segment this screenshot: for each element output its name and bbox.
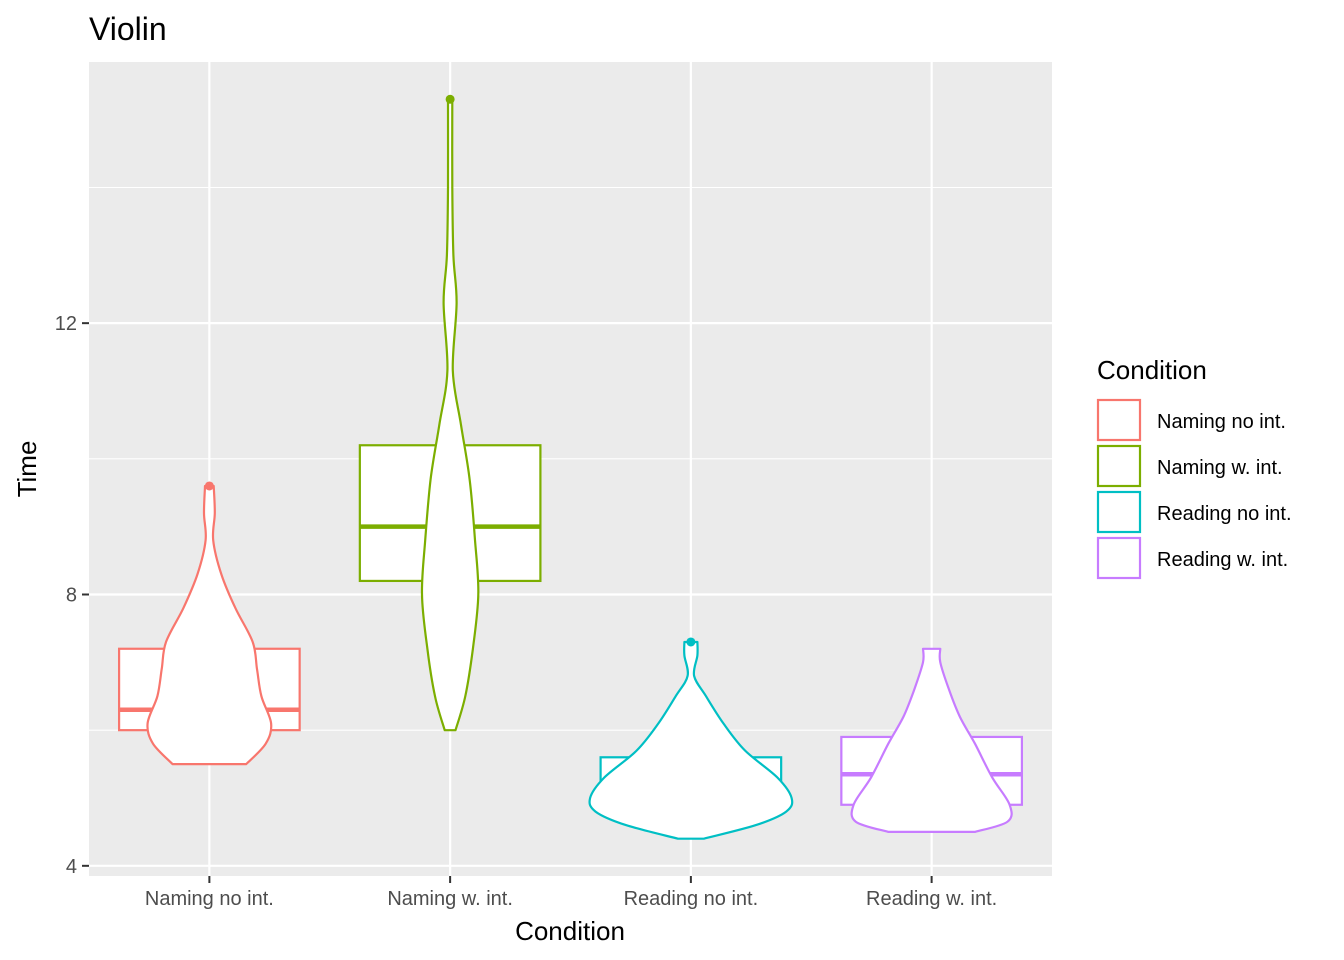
legend-key-4 bbox=[1096, 536, 1142, 580]
legend-key-2 bbox=[1096, 444, 1142, 488]
legend-key-3 bbox=[1096, 490, 1142, 534]
x-tick-label: Reading w. int. bbox=[866, 888, 997, 910]
outlier-point-1 bbox=[204, 481, 214, 491]
y-axis-title: Time bbox=[12, 441, 42, 498]
x-tick-label: Reading no int. bbox=[624, 888, 759, 910]
legend-label-1: Naming no int. bbox=[1157, 411, 1286, 433]
x-tick-label: Naming no int. bbox=[145, 888, 274, 910]
y-tick-label: 4 bbox=[66, 856, 77, 878]
legend: Condition Naming no int. Naming w. int. Re… bbox=[1096, 355, 1292, 580]
violin-3 bbox=[588, 640, 794, 840]
x-axis-title: Condition bbox=[515, 916, 625, 946]
y-tick-label: 8 bbox=[66, 584, 77, 606]
legend-label-4: Reading w. int. bbox=[1157, 549, 1288, 571]
outlier-point-2 bbox=[445, 94, 455, 104]
legend-title: Condition bbox=[1097, 355, 1207, 385]
x-tick-label: Naming w. int. bbox=[387, 888, 513, 910]
legend-label-3: Reading no int. bbox=[1157, 503, 1292, 525]
legend-key-1 bbox=[1096, 398, 1142, 442]
chart-title: Violin bbox=[89, 11, 167, 47]
legend-label-2: Naming w. int. bbox=[1157, 457, 1283, 479]
chart-axes: 4 8 12 Naming no int. Naming w. int. Reading … bbox=[55, 313, 997, 910]
outlier-point-3 bbox=[686, 637, 696, 647]
y-tick-label: 12 bbox=[55, 313, 77, 335]
chart-marks bbox=[117, 94, 1024, 840]
violin-4 bbox=[850, 647, 1013, 833]
